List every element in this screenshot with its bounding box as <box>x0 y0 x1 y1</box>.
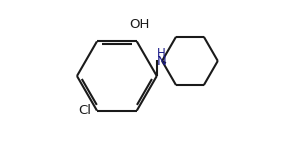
Text: N: N <box>156 55 166 68</box>
Text: H: H <box>157 47 166 60</box>
Text: Cl: Cl <box>78 104 91 117</box>
Text: OH: OH <box>130 18 150 31</box>
